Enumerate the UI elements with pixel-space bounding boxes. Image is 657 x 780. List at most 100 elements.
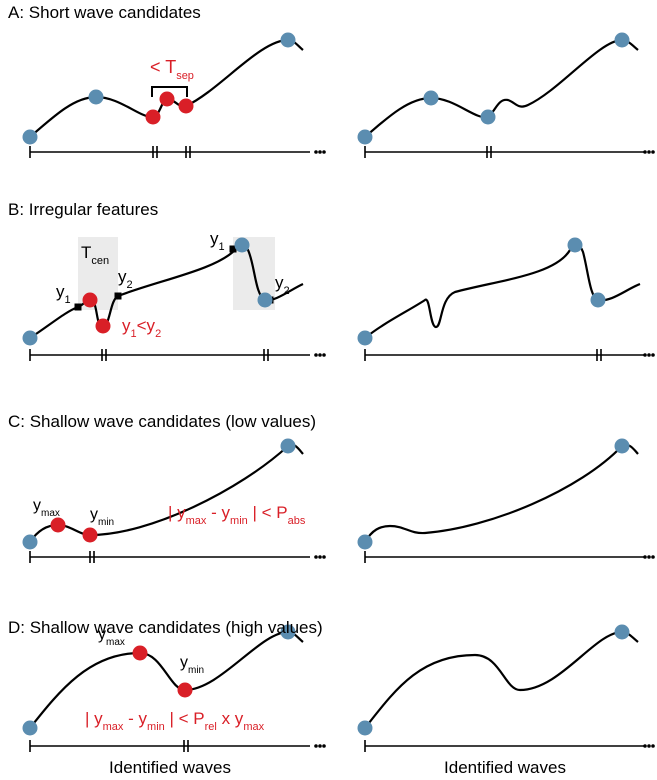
label-subscript: sep: [176, 70, 194, 82]
label-subscript: max: [41, 508, 60, 519]
label-text: T: [81, 243, 91, 262]
label-text: | y: [168, 503, 186, 522]
label-subscript: min: [147, 721, 165, 733]
curve: [364, 443, 639, 543]
label-text: | y: [85, 709, 103, 728]
ellipsis-dot: [322, 744, 326, 748]
label-text: y: [122, 316, 131, 335]
label-text: y: [210, 229, 219, 248]
ellipsis-dot: [318, 744, 322, 748]
candidate-point: [178, 98, 194, 114]
wave-point: [357, 720, 373, 736]
wave-point: [567, 237, 583, 253]
label-subscript: 1: [65, 294, 71, 306]
label-text: | < P: [165, 709, 205, 728]
wave-point: [423, 90, 439, 106]
label-subscript: max: [103, 721, 124, 733]
wave-point: [480, 109, 496, 125]
label-text: x y: [217, 709, 244, 728]
curve: [29, 443, 304, 543]
label-text: | < P: [248, 503, 288, 522]
label-subscript: 2: [155, 328, 161, 340]
ellipsis-dot: [314, 353, 318, 357]
annotation: ymin: [90, 506, 114, 528]
candidate-point: [50, 517, 66, 533]
ellipsis-dot: [643, 353, 647, 357]
label-subscript: min: [98, 517, 114, 528]
wave-point: [257, 292, 273, 308]
label-text: y: [56, 282, 65, 301]
wave-point: [88, 89, 104, 105]
panel-title: C: Shallow wave candidates (low values): [8, 412, 316, 431]
label-text: y: [98, 626, 106, 643]
label-subscript: 1: [131, 328, 137, 340]
wave-point: [280, 624, 296, 640]
wave-point: [234, 237, 250, 253]
label-text: y: [90, 506, 98, 523]
label-subscript: cen: [91, 255, 109, 267]
wave-point: [280, 438, 296, 454]
annotation: ymax: [33, 497, 60, 519]
ellipsis-dot: [314, 150, 318, 154]
annotation: < Tsep: [150, 57, 194, 82]
label-subscript: min: [230, 515, 248, 527]
ellipsis-dot: [643, 744, 647, 748]
label-text: y: [118, 267, 127, 286]
marker: [229, 245, 237, 253]
curve: [364, 243, 641, 339]
wave-point: [614, 624, 630, 640]
bracket: [151, 86, 188, 97]
ellipsis-dot: [322, 353, 326, 357]
ellipsis-dot: [322, 150, 326, 154]
ellipsis-dot: [314, 555, 318, 559]
ellipsis-dot: [643, 555, 647, 559]
wave-point: [357, 330, 373, 346]
label-text: y: [180, 654, 188, 671]
ellipsis-dot: [647, 353, 651, 357]
marks: A: Short wave candidates < Tsep B: Irregul…: [8, 3, 655, 777]
annotation: y2: [118, 267, 133, 291]
wave-point: [357, 129, 373, 145]
marker: [74, 303, 82, 311]
wave-point: [22, 720, 38, 736]
ellipsis-dot: [647, 555, 651, 559]
wave-point: [22, 534, 38, 550]
candidate-point: [82, 292, 98, 308]
candidate-point: [82, 527, 98, 543]
ellipsis-dot: [647, 150, 651, 154]
label-subscript: max: [243, 721, 264, 733]
wave-point: [614, 438, 630, 454]
ellipsis-dot: [322, 555, 326, 559]
label-subscript: max: [186, 515, 207, 527]
panel-title: A: Short wave candidates: [8, 3, 201, 22]
wave-point: [590, 292, 606, 308]
ellipsis-dot: [318, 150, 322, 154]
curve: [364, 630, 639, 729]
ellipsis-dot: [318, 353, 322, 357]
label-text: <y: [137, 316, 156, 335]
ellipsis-dot: [651, 744, 655, 748]
annotation: y1: [56, 282, 71, 306]
candidate-point: [145, 109, 161, 125]
footer-label: Identified waves: [109, 758, 231, 777]
annotation: Tcen: [81, 243, 109, 267]
ellipsis-dot: [318, 555, 322, 559]
annotation: | ymax - ymin | < Prel x ymax: [85, 709, 265, 733]
label-subscript: max: [106, 637, 125, 648]
label-text: y: [33, 497, 41, 514]
candidate-point: [177, 682, 193, 698]
annotation: | ymax - ymin | < Pabs: [168, 503, 306, 527]
annotation: ymax: [98, 626, 125, 648]
ellipsis-dot: [651, 555, 655, 559]
wave-point: [614, 32, 630, 48]
label-text: - y: [123, 709, 147, 728]
annotation: ymin: [180, 654, 204, 676]
label-subscript: 2: [284, 285, 290, 297]
label-text: y: [275, 273, 284, 292]
label-text: < T: [150, 57, 176, 77]
wave-point: [22, 129, 38, 145]
candidate-point: [95, 318, 111, 334]
ellipsis-dot: [314, 744, 318, 748]
label-subscript: 1: [219, 241, 225, 253]
